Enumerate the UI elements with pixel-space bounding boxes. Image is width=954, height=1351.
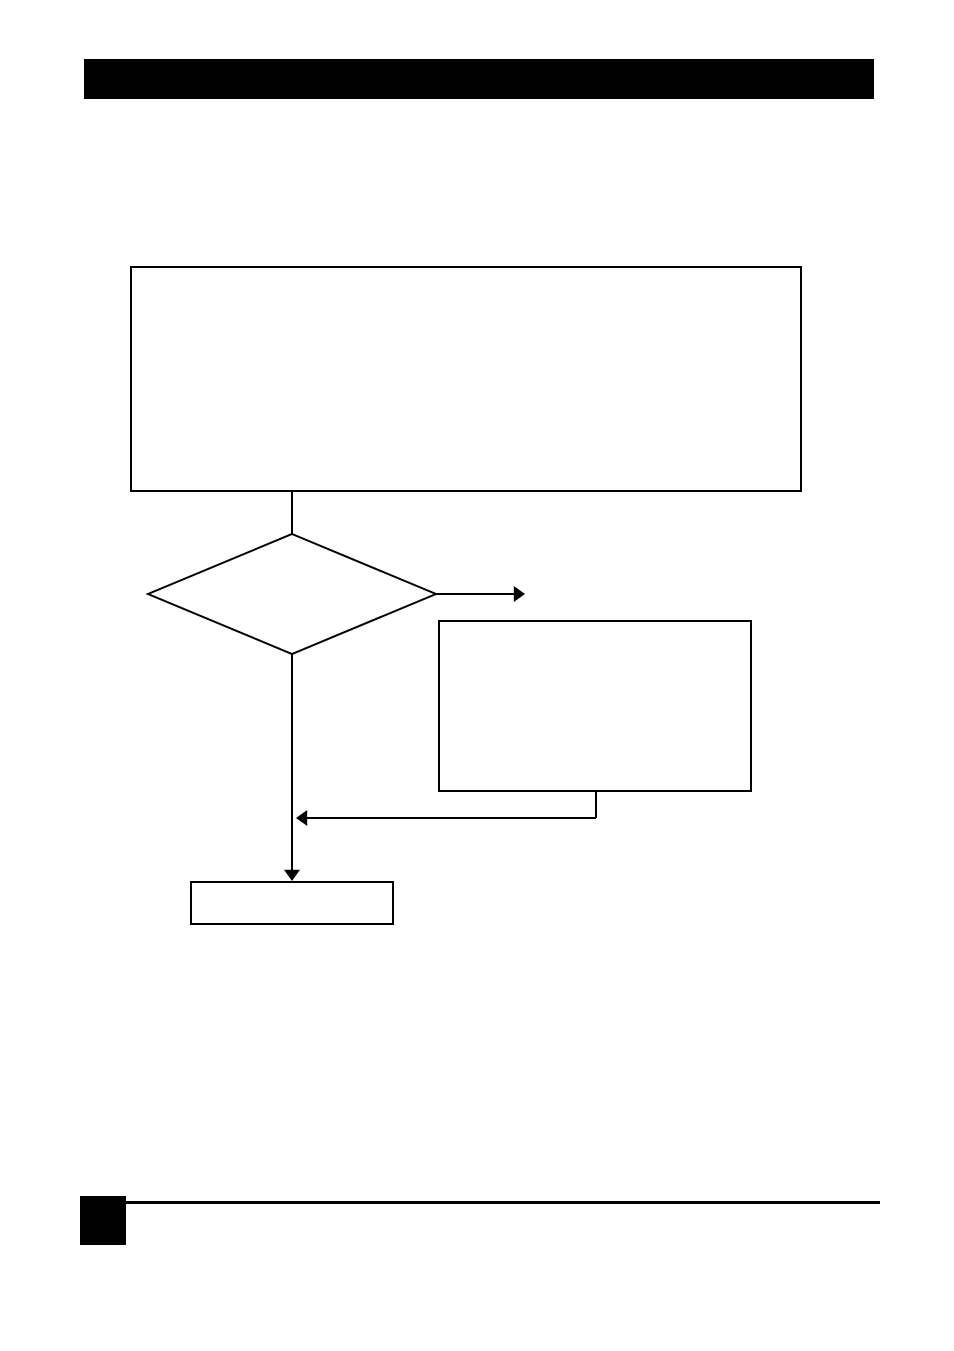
flowchart-main-box [130, 266, 802, 492]
footer-line [126, 1201, 880, 1204]
footer-block [80, 1196, 126, 1245]
flowchart-side-box [438, 620, 752, 792]
flowchart-end-box [190, 881, 394, 925]
header-bar [84, 59, 874, 99]
